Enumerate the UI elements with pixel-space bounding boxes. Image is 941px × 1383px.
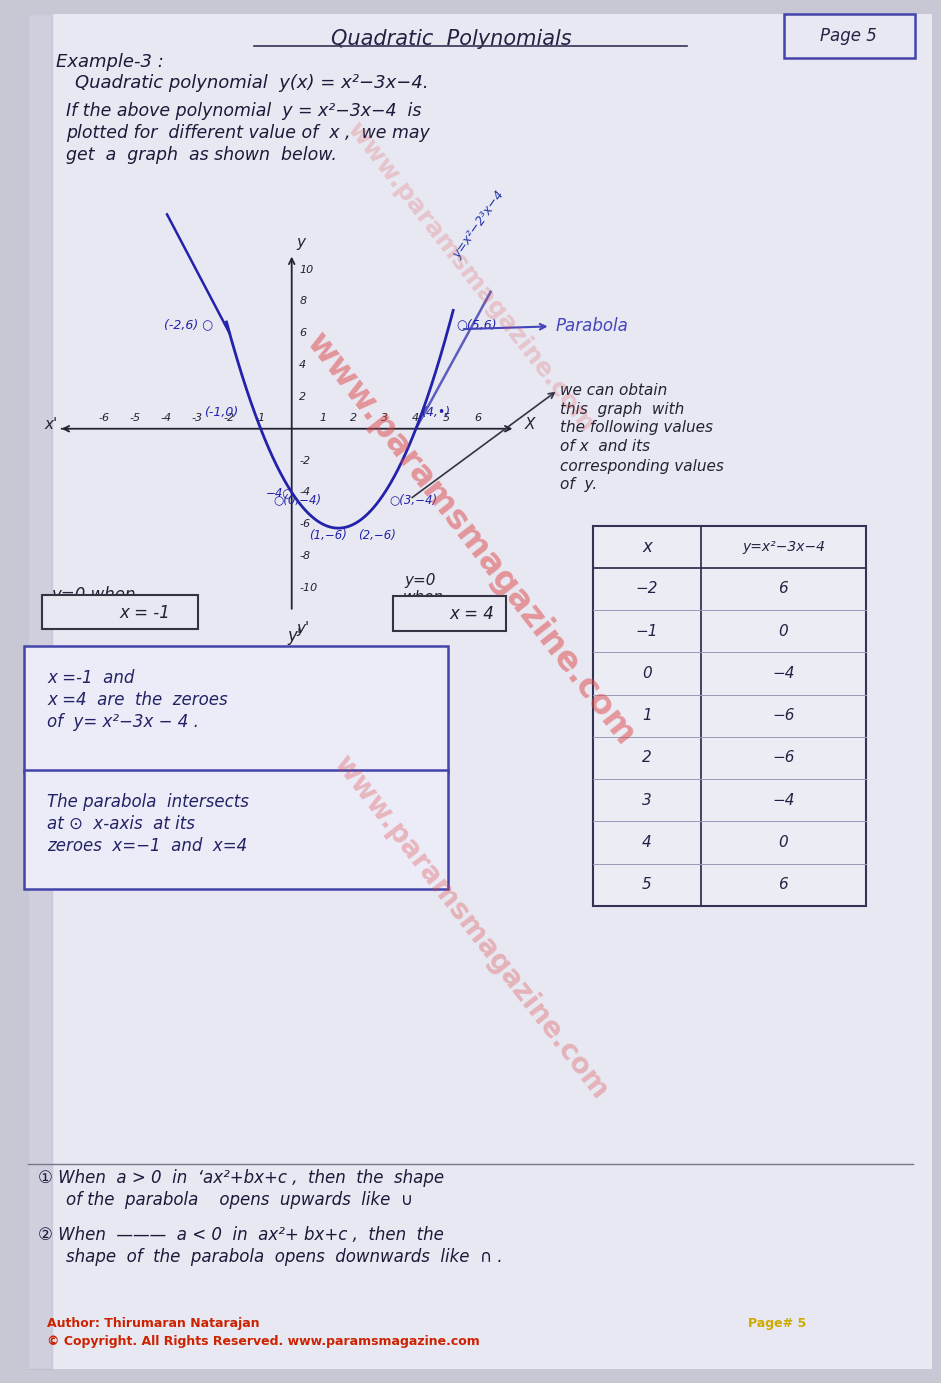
Text: 1: 1 [642,708,652,723]
Text: zeroes  x=−1  and  x=4: zeroes x=−1 and x=4 [47,837,247,856]
Text: -8: -8 [299,550,311,561]
FancyBboxPatch shape [784,14,915,58]
Text: -1: -1 [254,412,265,423]
Text: 5: 5 [443,412,451,423]
Text: −6: −6 [773,708,794,723]
Text: of  y= x²−3x − 4 .: of y= x²−3x − 4 . [47,712,199,732]
Text: this  graph  with: this graph with [560,402,684,416]
Text: -4: -4 [299,487,311,498]
Text: 6: 6 [474,412,482,423]
Text: 2: 2 [642,751,652,765]
Text: 2: 2 [350,412,358,423]
Text: Page# 5: Page# 5 [748,1317,806,1330]
Text: -6: -6 [99,412,110,423]
Text: 3: 3 [642,792,652,808]
Text: www.paramsmagazine.com: www.paramsmagazine.com [327,750,614,1104]
Text: x': x' [44,418,57,431]
Text: -4: -4 [161,412,172,423]
Text: ② When  ———  a < 0  in  ax²+ bx+c ,  then  the: ② When ——— a < 0 in ax²+ bx+c , then the [38,1225,443,1245]
Text: -6: -6 [299,519,311,530]
Text: −2: −2 [636,581,658,596]
Text: ○(3,−4): ○(3,−4) [390,492,438,506]
Text: www.paramsmagazine.com: www.paramsmagazine.com [299,326,642,752]
Text: 3: 3 [381,412,389,423]
FancyBboxPatch shape [24,770,448,889]
Text: 0: 0 [642,667,652,680]
Text: −4: −4 [773,667,794,680]
Text: y=x²−3x−4: y=x²−3x−4 [742,539,825,553]
Text: Example-3 :: Example-3 : [56,53,165,72]
Text: 0: 0 [778,624,789,639]
Text: 4: 4 [642,835,652,851]
Bar [593,526,866,906]
Text: −4: −4 [773,792,794,808]
Bar [393,596,506,631]
Text: y': y' [296,621,310,636]
Text: -2: -2 [299,455,311,466]
Text: we can obtain: we can obtain [560,383,667,397]
Text: Quadratic polynomial  y(x) = x²−3x−4.: Quadratic polynomial y(x) = x²−3x−4. [75,73,429,93]
Text: X: X [525,418,535,431]
Text: when: when [403,591,444,604]
Text: y=0: y=0 [405,574,436,588]
Text: y=0 when: y=0 when [52,585,136,604]
Text: 6: 6 [778,581,789,596]
Text: The parabola  intersects: The parabola intersects [47,792,249,812]
Text: (-1,0): (-1,0) [204,405,238,419]
Text: x = 4: x = 4 [450,604,495,624]
Text: y=x²−2³x−4: y=x²−2³x−4 [450,188,506,261]
Text: x =-1  and: x =-1 and [47,668,135,687]
Text: y: y [296,235,306,250]
Text: of the  parabola    opens  upwards  like  ∪: of the parabola opens upwards like ∪ [66,1191,413,1210]
Text: get  a  graph  as shown  below.: get a graph as shown below. [66,145,337,165]
Text: of x  and its: of x and its [560,440,650,454]
Text: ○(0,−4): ○(0,−4) [273,492,321,506]
Text: -2: -2 [223,412,234,423]
Text: −1: −1 [636,624,658,639]
Text: -3: -3 [192,412,203,423]
Text: 6: 6 [299,328,307,339]
Text: ① When  a > 0  in  ‘ax²+bx+c ,  then  the  shape: ① When a > 0 in ‘ax²+bx+c , then the sha… [38,1169,444,1188]
Text: x = -1: x = -1 [120,603,170,622]
Text: ○(5,6).: ○(5,6). [456,318,501,332]
Text: y': y' [287,626,301,646]
Text: 10: 10 [299,264,313,275]
Text: 6: 6 [778,877,789,892]
Text: © Copyright. All Rights Reserved. www.paramsmagazine.com: © Copyright. All Rights Reserved. www.pa… [47,1335,480,1348]
Text: (4,•): (4,•) [421,405,450,419]
FancyBboxPatch shape [28,14,932,1369]
Text: -5: -5 [130,412,141,423]
Text: −4○: −4○ [265,485,293,499]
Text: x =4  are  the  zeroes: x =4 are the zeroes [47,690,228,709]
Text: (-2,6) ○: (-2,6) ○ [164,318,213,332]
Text: −6: −6 [773,751,794,765]
Text: 4: 4 [299,360,307,371]
Text: 1: 1 [319,412,327,423]
Text: 4: 4 [412,412,420,423]
Text: 5: 5 [642,877,652,892]
Text: shape  of  the  parabola  opens  downwards  like  ∩ .: shape of the parabola opens downwards li… [66,1247,502,1267]
Text: corresponding values: corresponding values [560,459,724,473]
Text: Author: Thirumaran Natarajan: Author: Thirumaran Natarajan [47,1317,260,1330]
Text: at ⊙  x-axis  at its: at ⊙ x-axis at its [47,815,195,834]
Text: Parabola: Parabola [555,317,628,336]
Text: plotted for  different value of  x ,  we may: plotted for different value of x , we ma… [66,123,430,142]
Bar [42,595,198,629]
Text: the following values: the following values [560,420,713,434]
Text: 0: 0 [778,835,789,851]
Text: 2: 2 [299,391,307,402]
Text: Quadratic  Polynomials: Quadratic Polynomials [331,29,572,48]
Text: -10: -10 [299,582,317,593]
Text: If the above polynomial  y = x²−3x−4  is: If the above polynomial y = x²−3x−4 is [66,101,422,120]
Text: www.paramsmagazine.com: www.paramsmagazine.com [343,118,598,436]
Text: 8: 8 [299,296,307,307]
FancyBboxPatch shape [24,646,448,772]
Text: (2,−6): (2,−6) [359,528,396,542]
Text: (1,−6): (1,−6) [309,528,346,542]
Text: Page 5: Page 5 [821,26,877,46]
Text: x: x [642,538,652,556]
Text: of  y.: of y. [560,477,598,491]
